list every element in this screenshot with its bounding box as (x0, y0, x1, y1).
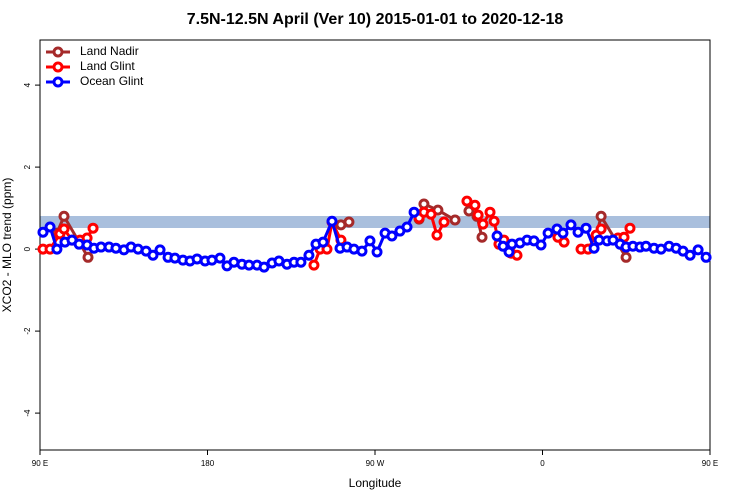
data-point (58, 223, 70, 235)
data-point (431, 229, 443, 241)
data-point (425, 208, 437, 220)
data-point (472, 209, 484, 221)
data-point (580, 222, 592, 234)
data-point (477, 218, 489, 230)
data-point (87, 222, 99, 234)
data-point (308, 259, 320, 271)
legend-marker (52, 46, 64, 58)
data-point (565, 219, 577, 231)
y-tick-label: -4 (23, 409, 32, 417)
data-point (449, 214, 461, 226)
data-point (624, 222, 636, 234)
data-point (154, 244, 166, 256)
data-point (386, 230, 398, 242)
data-point (595, 223, 607, 235)
data-point (438, 216, 450, 228)
data-point (469, 199, 481, 211)
data-point (572, 226, 584, 238)
legend-marker (52, 61, 64, 73)
data-point (484, 206, 496, 218)
data-point (408, 206, 420, 218)
x-tick-label: 90 W (366, 459, 385, 468)
data-point (488, 215, 500, 227)
y-tick-label: 0 (23, 246, 32, 251)
data-point (214, 252, 226, 264)
legend-label: Ocean Glint (80, 74, 144, 88)
data-point (82, 251, 94, 263)
data-point (461, 195, 473, 207)
data-point (401, 221, 413, 233)
data-point (542, 227, 554, 239)
x-tick-label: 90 E (702, 459, 718, 468)
data-point (44, 221, 56, 233)
legend-label: Land Glint (80, 59, 135, 73)
data-point (364, 235, 376, 247)
data-point (595, 210, 607, 222)
data-point (317, 236, 329, 248)
data-point (371, 246, 383, 258)
x-tick-label: 0 (540, 459, 545, 468)
data-point (491, 230, 503, 242)
y-axis-label: XCO2 - MLO trend (ppm) (0, 178, 14, 313)
x-tick-label: 90 E (32, 459, 48, 468)
land-band (40, 216, 710, 228)
legend-marker (52, 76, 64, 88)
data-point (700, 251, 712, 263)
data-point (476, 231, 488, 243)
y-tick-label: 4 (23, 82, 32, 87)
data-point (620, 251, 632, 263)
data-point (326, 215, 338, 227)
data-point (295, 256, 307, 268)
data-point (692, 244, 704, 256)
legend-label: Land Nadir (80, 44, 139, 58)
data-point (147, 249, 159, 261)
data-point (588, 242, 600, 254)
x-axis-label: Longitude (349, 476, 402, 490)
chart-title: 7.5N-12.5N April (Ver 10) 2015-01-01 to … (187, 11, 564, 28)
data-point (37, 226, 49, 238)
data-point (558, 236, 570, 248)
x-tick-label: 180 (201, 459, 215, 468)
data-point (51, 243, 63, 255)
data-point (258, 261, 270, 273)
data-point (684, 249, 696, 261)
data-point (356, 245, 368, 257)
data-point (535, 239, 547, 251)
data-point (343, 216, 355, 228)
data-point (303, 249, 315, 261)
y-tick-label: 2 (23, 164, 32, 169)
data-point (557, 227, 569, 239)
data-point (58, 210, 70, 222)
y-tick-label: -2 (23, 327, 32, 335)
